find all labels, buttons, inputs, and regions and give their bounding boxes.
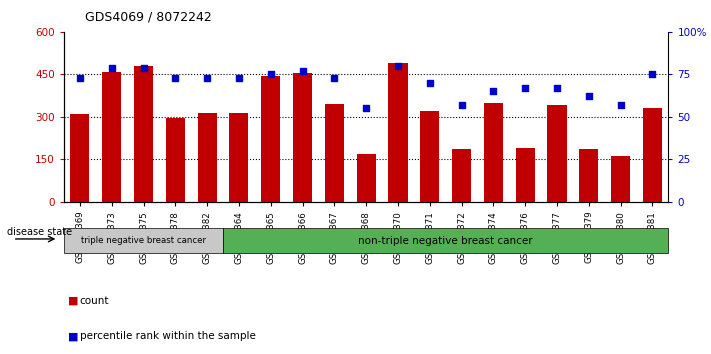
Point xyxy=(328,75,340,81)
Bar xyxy=(325,104,344,202)
Point xyxy=(551,85,562,91)
Bar xyxy=(547,105,567,202)
Bar xyxy=(102,72,122,202)
Bar xyxy=(484,103,503,202)
Point xyxy=(583,93,594,99)
Bar xyxy=(70,114,90,202)
Text: ■: ■ xyxy=(68,331,78,341)
Point xyxy=(138,65,149,70)
Text: GDS4069 / 8072242: GDS4069 / 8072242 xyxy=(85,11,212,24)
Text: disease state: disease state xyxy=(7,227,73,237)
Bar xyxy=(611,156,630,202)
Point xyxy=(170,75,181,81)
Bar xyxy=(515,148,535,202)
Point xyxy=(392,63,404,69)
Bar xyxy=(223,228,668,253)
Text: count: count xyxy=(80,296,109,306)
Bar xyxy=(420,111,439,202)
Bar xyxy=(579,149,599,202)
Bar xyxy=(134,66,153,202)
Point xyxy=(265,72,277,77)
Bar xyxy=(452,149,471,202)
Bar xyxy=(230,113,248,202)
Point xyxy=(520,85,531,91)
Point xyxy=(74,75,85,81)
Text: percentile rank within the sample: percentile rank within the sample xyxy=(80,331,255,341)
Text: ■: ■ xyxy=(68,296,78,306)
Text: non-triple negative breast cancer: non-triple negative breast cancer xyxy=(358,236,533,246)
Point xyxy=(488,88,499,94)
Bar xyxy=(388,63,407,202)
Text: triple negative breast cancer: triple negative breast cancer xyxy=(81,236,206,245)
Point xyxy=(106,65,117,70)
Bar xyxy=(198,113,217,202)
Point xyxy=(456,102,467,108)
Point xyxy=(360,105,372,111)
Bar xyxy=(261,76,280,202)
Point xyxy=(424,80,435,86)
Bar xyxy=(357,154,375,202)
Point xyxy=(647,72,658,77)
Bar xyxy=(64,228,223,253)
Bar xyxy=(643,108,662,202)
Bar xyxy=(293,73,312,202)
Bar xyxy=(166,118,185,202)
Point xyxy=(297,68,309,74)
Point xyxy=(233,75,245,81)
Point xyxy=(615,102,626,108)
Point xyxy=(201,75,213,81)
